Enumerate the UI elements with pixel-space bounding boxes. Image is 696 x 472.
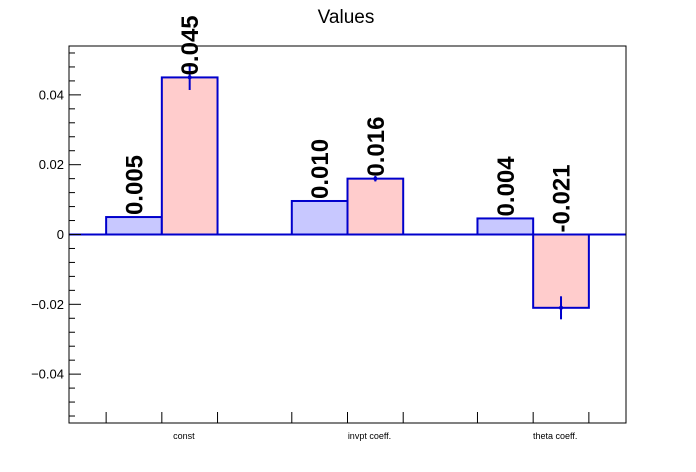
- y-tick-label-3: −0.02: [31, 297, 64, 312]
- data-label-s1-1: 0.010: [307, 139, 334, 199]
- bar-s1-1: [290, 199, 349, 236]
- data-label-s2-2: -0.021: [549, 164, 576, 232]
- x-category-label-0: const: [173, 431, 195, 441]
- data-label-s2-0: 0.045: [177, 15, 204, 75]
- data-label-s1-0: 0.005: [121, 155, 148, 215]
- error-marker-s2-0: [187, 75, 192, 80]
- data-labels-layer: 0.005 0.010 0.004 0.045 0.016 -0.021: [121, 15, 575, 232]
- y-tick-label-2: 0: [57, 227, 64, 242]
- data-label-s2-1: 0.016: [363, 117, 390, 177]
- y-tick-label-1: 0.02: [39, 157, 64, 172]
- bar-s1-0: [105, 216, 163, 236]
- chart-title: Values: [318, 7, 375, 28]
- y-tick-label-4: −0.04: [31, 367, 64, 382]
- bar-s2-0: [160, 76, 219, 236]
- bar-s1-2: [476, 217, 535, 236]
- x-category-label-1: invpt coeff.: [348, 431, 391, 441]
- error-marker-s2-1: [373, 176, 378, 181]
- data-label-s1-2: 0.004: [493, 156, 520, 217]
- bar-s2-1: [346, 177, 405, 236]
- y-tick-label-0: 0.04: [39, 87, 64, 102]
- error-marker-s2-2: [559, 305, 564, 310]
- error-bars-layer: [187, 64, 564, 320]
- x-category-label-2: theta coeff.: [533, 431, 577, 441]
- axes-layer: 0.04 0.02 0 −0.02 −0.04 const invpt coeff. thet…: [31, 52, 590, 441]
